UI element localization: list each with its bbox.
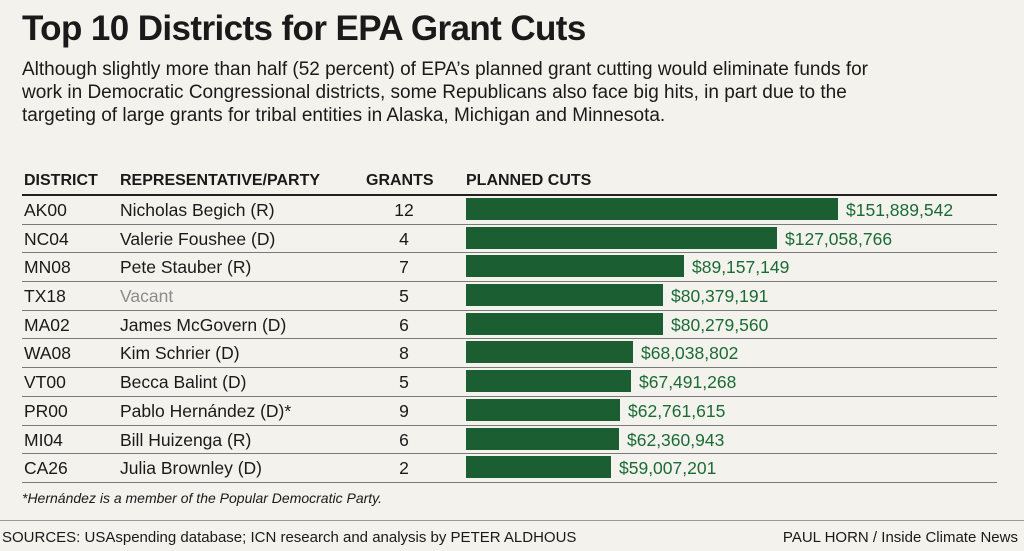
- district-label: NC04: [24, 228, 69, 249]
- cut-amount-label: $127,058,766: [785, 228, 893, 249]
- grants-value: 8: [399, 343, 409, 364]
- cut-amount-label: $59,007,201: [619, 458, 717, 479]
- grants-value: 2: [399, 458, 409, 479]
- credit-text: PAUL HORN / Inside Climate News: [782, 529, 1018, 546]
- cut-amount-label: $89,157,149: [692, 257, 790, 278]
- cut-amount-label: $67,491,268: [639, 372, 737, 393]
- representative-label: Becca Balint (D): [120, 372, 247, 393]
- cut-bar: [466, 341, 633, 364]
- representative-label: Valerie Foushee (D): [120, 228, 276, 249]
- cut-bar: [466, 255, 684, 278]
- header-representative: REPRESENTATIVE/PARTY: [120, 172, 321, 189]
- grants-value: 7: [399, 257, 409, 278]
- chart-table: DISTRICT REPRESENTATIVE/PARTY GRANTS PLA…: [22, 170, 997, 483]
- district-label: WA08: [24, 343, 72, 364]
- header-grants: GRANTS: [366, 172, 434, 189]
- grants-value: 6: [399, 429, 409, 450]
- district-label: TX18: [24, 286, 66, 307]
- grants-value: 12: [394, 200, 414, 220]
- representative-label: Nicholas Begich (R): [120, 200, 275, 220]
- cut-bar: [466, 456, 611, 479]
- cut-bar: [466, 312, 663, 335]
- table-row: CA26 Julia Brownley (D) 2 $59,007,201: [22, 454, 997, 483]
- header-planned-cuts: PLANNED CUTS: [466, 172, 592, 189]
- representative-label: Julia Brownley (D): [120, 458, 262, 479]
- representative-label: Vacant: [120, 286, 174, 307]
- grants-value: 5: [399, 286, 409, 307]
- table-row: VT00 Becca Balint (D) 5 $67,491,268: [22, 368, 997, 397]
- district-label: VT00: [24, 372, 66, 393]
- table-row: AK00 Nicholas Begich (R) 12 $151,889,542: [22, 196, 997, 225]
- sources-text: SOURCES: USAspending database; ICN resea…: [2, 529, 577, 546]
- district-label: PR00: [24, 400, 68, 421]
- cut-amount-label: $62,360,943: [627, 429, 725, 450]
- table-row: MN08 Pete Stauber (R) 7 $89,157,149: [22, 253, 997, 283]
- chart-subtitle: Although slightly more than half (52 per…: [22, 59, 868, 126]
- cut-amount-label: $62,761,615: [628, 400, 726, 421]
- cut-bar: [466, 284, 663, 307]
- district-label: MN08: [24, 257, 71, 278]
- table-row: MI04 Bill Huizenga (R) 6 $62,360,943: [22, 426, 997, 455]
- cut-amount-label: $80,379,191: [671, 286, 769, 307]
- cut-bar: [466, 398, 620, 421]
- grants-value: 5: [399, 372, 409, 393]
- table-row: PR00 Pablo Hernández (D)* 9 $62,761,615: [22, 397, 997, 426]
- district-label: CA26: [24, 458, 68, 479]
- district-label: MI04: [24, 429, 63, 450]
- representative-label: James McGovern (D): [120, 314, 287, 335]
- representative-label: Pete Stauber (R): [120, 257, 252, 278]
- cut-bar: [466, 226, 777, 249]
- representative-label: Bill Huizenga (R): [120, 429, 252, 450]
- cut-bar: [466, 370, 631, 393]
- cut-amount-label: $68,038,802: [641, 343, 739, 364]
- cut-amount-label: $151,889,542: [846, 200, 954, 220]
- table-row: MA02 James McGovern (D) 6 $80,279,560: [22, 311, 997, 340]
- cut-bar: [466, 198, 838, 220]
- chart-title: Top 10 Districts for EPA Grant Cuts: [22, 9, 586, 48]
- table-row: WA08 Kim Schrier (D) 8 $68,038,802: [22, 339, 997, 369]
- representative-label: Kim Schrier (D): [120, 343, 240, 364]
- table-header: DISTRICT REPRESENTATIVE/PARTY GRANTS PLA…: [22, 170, 997, 196]
- table-row: NC04 Valerie Foushee (D) 4 $127,058,766: [22, 225, 997, 254]
- district-label: AK00: [24, 200, 67, 220]
- grants-value: 4: [399, 228, 409, 249]
- representative-label: Pablo Hernández (D)*: [120, 400, 292, 421]
- table-row: TX18 Vacant 5 $80,379,191: [22, 282, 997, 311]
- footer: SOURCES: USAspending database; ICN resea…: [0, 520, 1024, 551]
- grants-value: 6: [399, 314, 409, 335]
- footnote: *Hernández is a member of the Popular De…: [22, 490, 383, 506]
- district-label: MA02: [24, 314, 70, 335]
- table-body: AK00 Nicholas Begich (R) 12 $151,889,542 NC0…: [22, 196, 997, 483]
- header-district: DISTRICT: [24, 172, 98, 189]
- grants-value: 9: [399, 400, 409, 421]
- cut-bar: [466, 427, 619, 450]
- cut-amount-label: $80,279,560: [671, 314, 769, 335]
